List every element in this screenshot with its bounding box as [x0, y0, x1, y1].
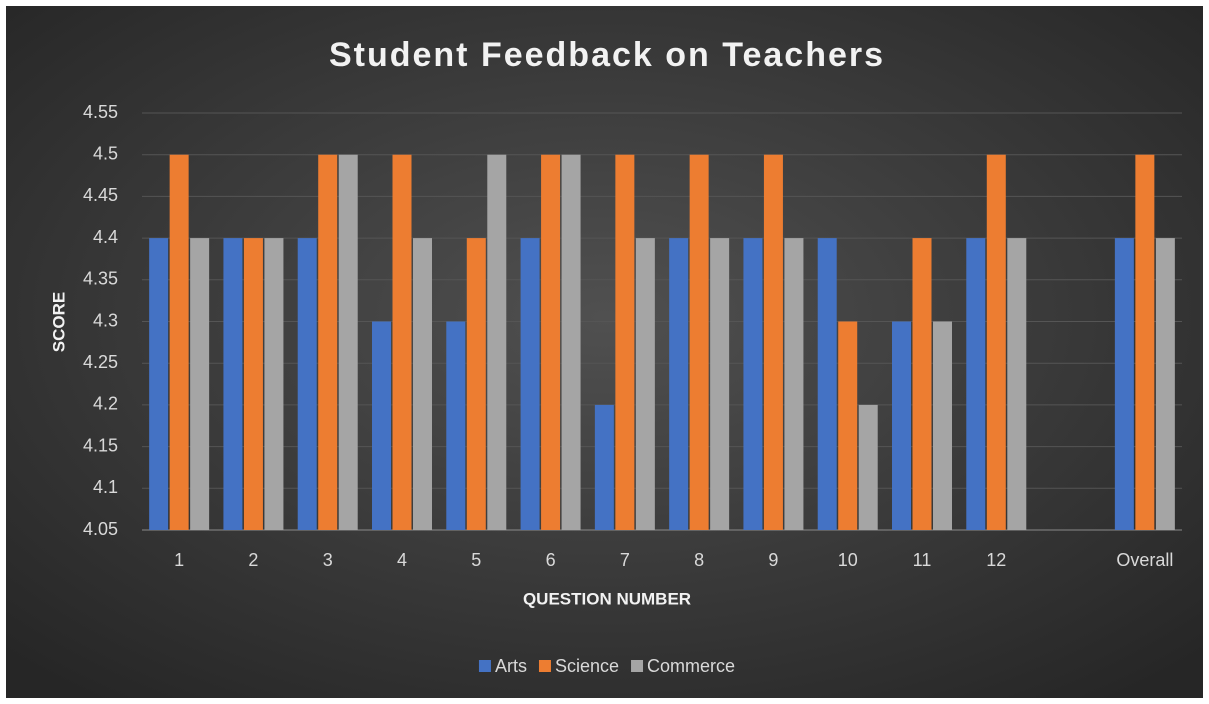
legend-swatch	[631, 660, 644, 672]
bar	[594, 404, 614, 530]
legend-label: Arts	[495, 656, 527, 676]
x-tick-label: 10	[838, 550, 858, 570]
bar	[838, 321, 858, 530]
x-tick-label: 4	[397, 550, 407, 570]
bar	[541, 154, 561, 530]
bar	[966, 238, 986, 530]
bar	[784, 238, 804, 530]
bar	[986, 154, 1006, 530]
y-tick-label: 4.1	[93, 477, 118, 497]
bar	[413, 238, 432, 530]
x-tick-label: 1	[174, 550, 184, 570]
bar	[743, 238, 763, 530]
y-tick-label: 4.35	[83, 269, 118, 289]
y-tick-label: 4.15	[83, 435, 118, 455]
bar	[446, 321, 466, 530]
y-tick-label: 4.5	[93, 143, 118, 163]
bar	[817, 238, 837, 530]
bar	[689, 154, 709, 530]
x-tick-label: 5	[471, 550, 481, 570]
x-tick-label: 9	[768, 550, 778, 570]
bar	[858, 404, 878, 530]
bar	[318, 154, 338, 530]
bar	[1135, 154, 1155, 530]
bar	[635, 238, 655, 530]
x-tick-label: 3	[323, 550, 333, 570]
x-tick-label: 11	[913, 550, 932, 570]
bar	[1007, 238, 1027, 530]
x-tick-label: 7	[620, 550, 630, 570]
legend-swatch	[478, 660, 491, 672]
y-axis-title: SCORE	[49, 292, 68, 352]
chart-title: Student Feedback on Teachers	[329, 36, 885, 74]
y-tick-label: 4.55	[83, 102, 118, 122]
bar	[487, 154, 507, 530]
bar	[1155, 238, 1175, 530]
bar	[912, 238, 932, 530]
x-tick-label: 6	[546, 550, 556, 570]
bar	[466, 238, 486, 530]
bar	[520, 238, 540, 530]
bar	[297, 238, 317, 530]
y-tick-label: 4.25	[83, 352, 118, 372]
bar	[149, 238, 169, 530]
y-tick-label: 4.05	[83, 519, 118, 539]
bar	[372, 321, 391, 530]
bar	[615, 154, 635, 530]
x-axis-title: QUESTION NUMBER	[523, 589, 691, 608]
bar	[169, 154, 189, 530]
bar	[1114, 238, 1134, 530]
bar	[264, 238, 284, 530]
y-tick-label: 4.4	[93, 227, 118, 247]
y-tick-label: 4.3	[93, 310, 118, 330]
y-tick-label: 4.45	[83, 185, 118, 205]
bar	[392, 154, 412, 530]
legend-swatch	[538, 660, 551, 672]
x-tick-label: 2	[248, 550, 258, 570]
bar	[892, 321, 911, 530]
bar	[763, 154, 783, 530]
legend-label: Science	[555, 656, 619, 676]
legend-label: Commerce	[647, 656, 735, 676]
bar	[933, 321, 952, 530]
x-tick-label: 12	[986, 550, 1006, 570]
bar	[190, 238, 210, 530]
y-tick-label: 4.2	[93, 394, 118, 414]
x-tick-label: 8	[694, 550, 704, 570]
bar	[669, 238, 689, 530]
bar	[338, 154, 358, 530]
x-tick-label: Overall	[1116, 550, 1173, 570]
bar	[223, 238, 243, 530]
bar	[243, 238, 263, 530]
bar	[710, 238, 730, 530]
bar	[561, 154, 581, 530]
